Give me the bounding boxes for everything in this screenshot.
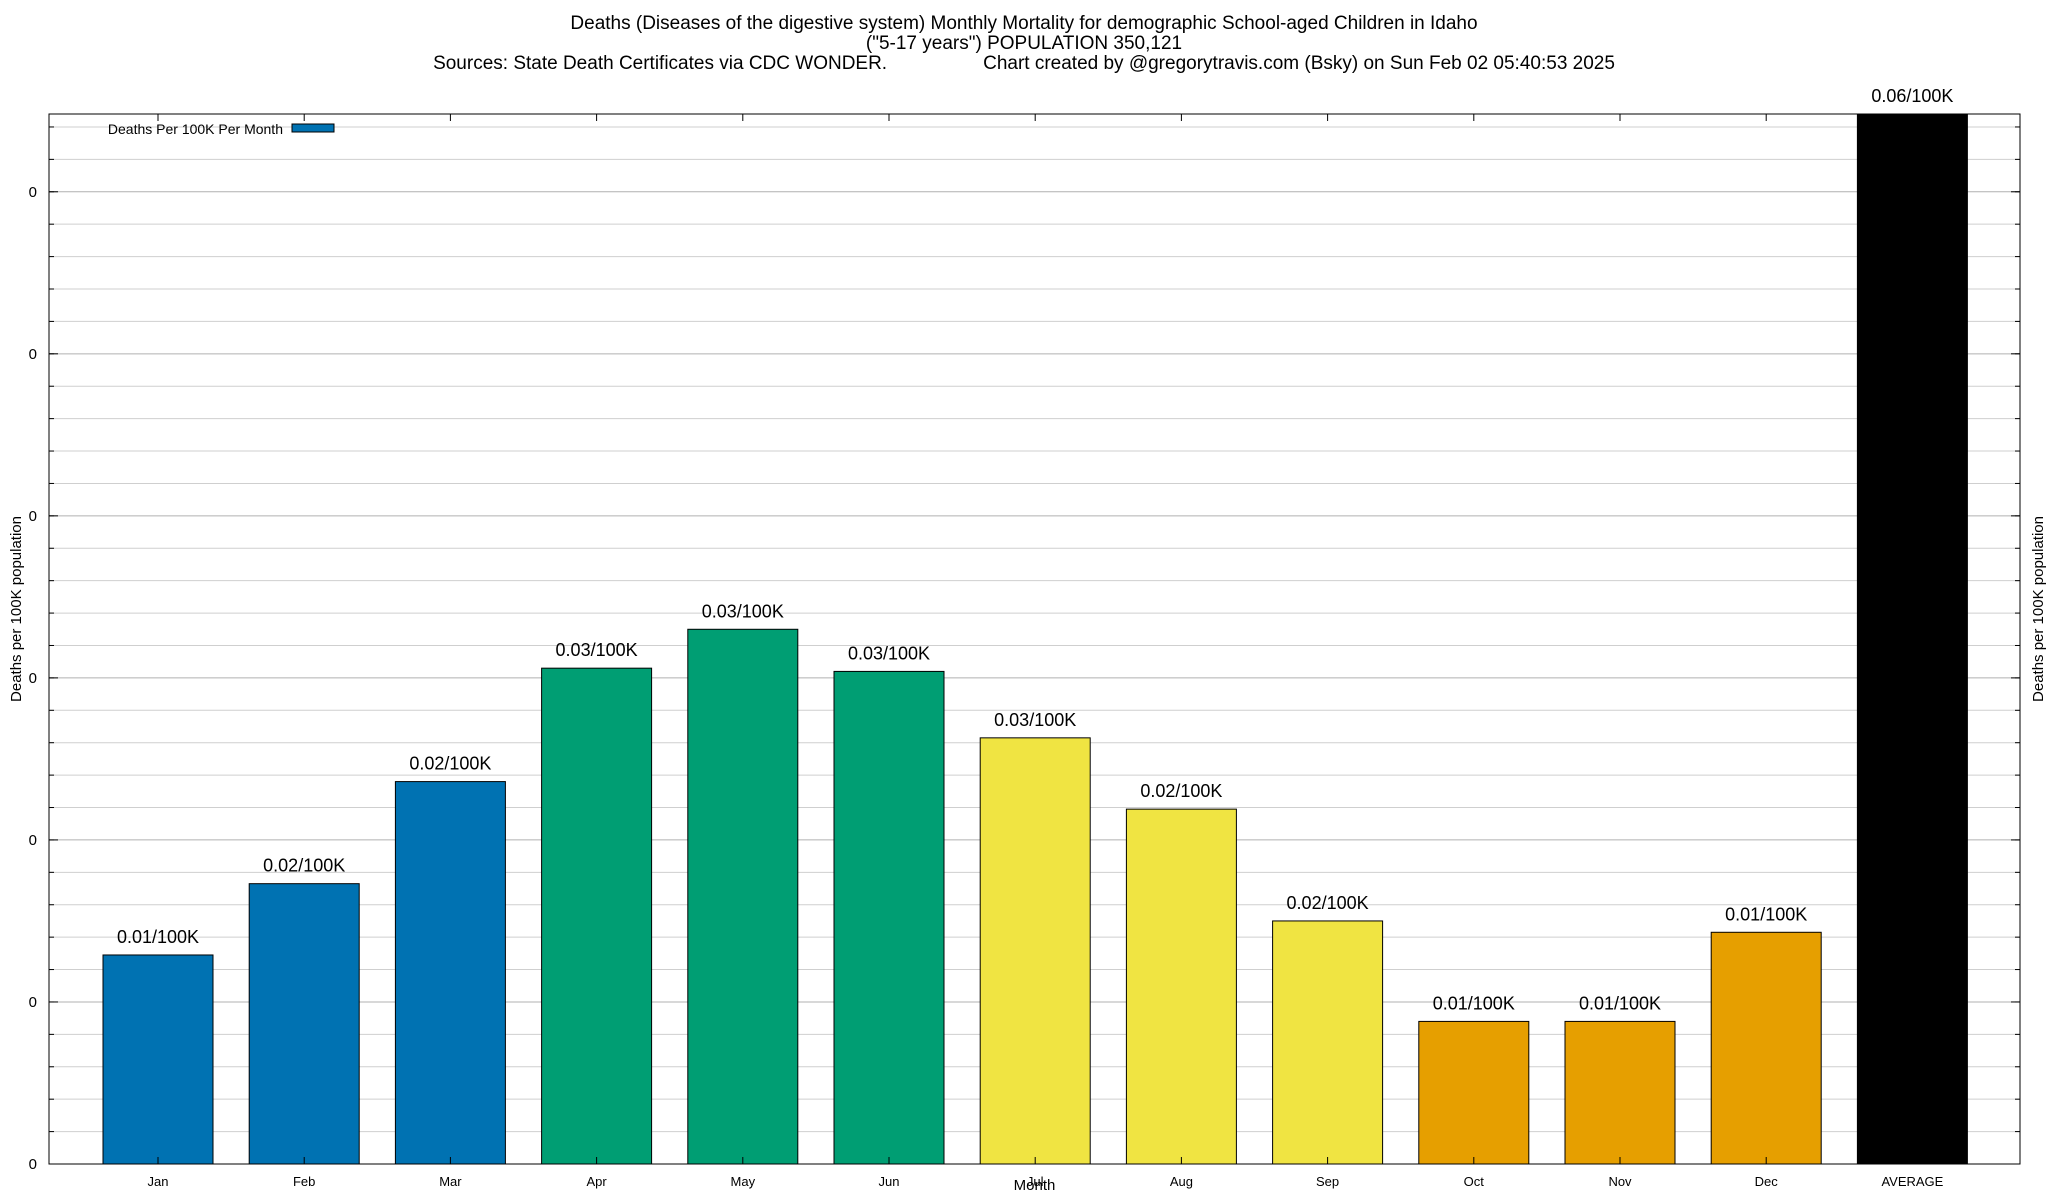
data-label: 0.02/100K	[1140, 781, 1222, 801]
data-label: 0.03/100K	[994, 710, 1076, 730]
x-axis-title: Month	[1014, 1177, 1056, 1194]
bar-may	[687, 628, 799, 1165]
x-category-label: Sep	[1316, 1174, 1339, 1189]
x-category-label: May	[731, 1174, 756, 1189]
legend: Deaths Per 100K Per Month	[108, 121, 335, 137]
y-tick-label: 0	[29, 346, 37, 363]
data-label: 0.01/100K	[1579, 993, 1661, 1013]
y-tick-label: 0	[29, 508, 37, 525]
x-category-label: Aug	[1170, 1174, 1193, 1189]
legend-label: Deaths Per 100K Per Month	[108, 121, 283, 137]
chart-title-block: Deaths (Diseases of the digestive system…	[0, 14, 2048, 74]
data-label: 0.03/100K	[848, 643, 930, 663]
bar-mar	[394, 781, 506, 1165]
bar-aug	[1125, 808, 1237, 1165]
data-label: 0.01/100K	[117, 927, 199, 947]
data-labels: 0.01/100K 0.02/100K 0.02/100K 0.03/100K 0.03…	[117, 86, 1953, 1013]
bars	[102, 113, 1968, 1165]
bar-dec	[1710, 931, 1822, 1165]
x-category-label: Jan	[148, 1174, 169, 1189]
x-category-label: Dec	[1755, 1174, 1779, 1189]
bar-jan	[102, 954, 214, 1165]
y-axis-title-left: Deaths per 100K population	[8, 516, 25, 702]
y-axis-ticks: 0 0 0 0 0 0 0	[29, 126, 2020, 1173]
x-category-label: AVERAGE	[1881, 1174, 1943, 1189]
x-axis-categories: Jan Feb Mar Apr May Jun Jul Aug Sep Oct Nov Dec AVER…	[148, 114, 1944, 1189]
sources-line: Sources: State Death Certificates via CD…	[0, 54, 2048, 74]
x-category-label: Nov	[1608, 1174, 1632, 1189]
x-category-label: Apr	[586, 1174, 607, 1189]
y-tick-label: 0	[29, 832, 37, 849]
data-label: 0.03/100K	[556, 640, 638, 660]
bar-apr	[541, 667, 653, 1165]
y-axis-title-right: Deaths per 100K population	[2030, 516, 2047, 702]
data-label: 0.02/100K	[409, 754, 491, 774]
x-category-label: Mar	[439, 1174, 462, 1189]
sources-text: Sources: State Death Certificates via CD…	[433, 53, 888, 74]
data-label: 0.01/100K	[1433, 993, 1515, 1013]
bar-sep	[1272, 920, 1384, 1165]
x-category-label: Oct	[1464, 1174, 1485, 1189]
credit-text: Chart created by @gregorytravis.com (Bsk…	[983, 53, 1615, 74]
y-tick-label: 0	[29, 1156, 37, 1173]
plot-frame	[48, 113, 2021, 1165]
data-label: 0.02/100K	[263, 856, 345, 876]
bar-jun	[833, 670, 945, 1165]
chart-subtitle: ("5-17 years") POPULATION 350,121	[865, 33, 1183, 54]
x-category-label: Feb	[293, 1174, 315, 1189]
bar-jul	[979, 737, 1091, 1165]
x-category-label: Jun	[879, 1174, 900, 1189]
y-tick-label: 0	[29, 184, 37, 201]
chart-title: Deaths (Diseases of the digestive system…	[570, 13, 1478, 34]
data-label: 0.03/100K	[702, 601, 784, 621]
grid-lines	[49, 126, 2020, 1133]
bar-nov	[1564, 1020, 1676, 1165]
data-label: 0.06/100K	[1871, 86, 1953, 106]
bar-feb	[248, 883, 360, 1165]
bar-average	[1856, 113, 1968, 1165]
bar-oct	[1418, 1020, 1530, 1165]
y-tick-label: 0	[29, 994, 37, 1011]
y-tick-label: 0	[29, 670, 37, 687]
legend-swatch	[291, 123, 335, 133]
data-label: 0.01/100K	[1725, 904, 1807, 924]
x-category-label: Jul	[1027, 1174, 1044, 1189]
data-label: 0.02/100K	[1287, 893, 1369, 913]
